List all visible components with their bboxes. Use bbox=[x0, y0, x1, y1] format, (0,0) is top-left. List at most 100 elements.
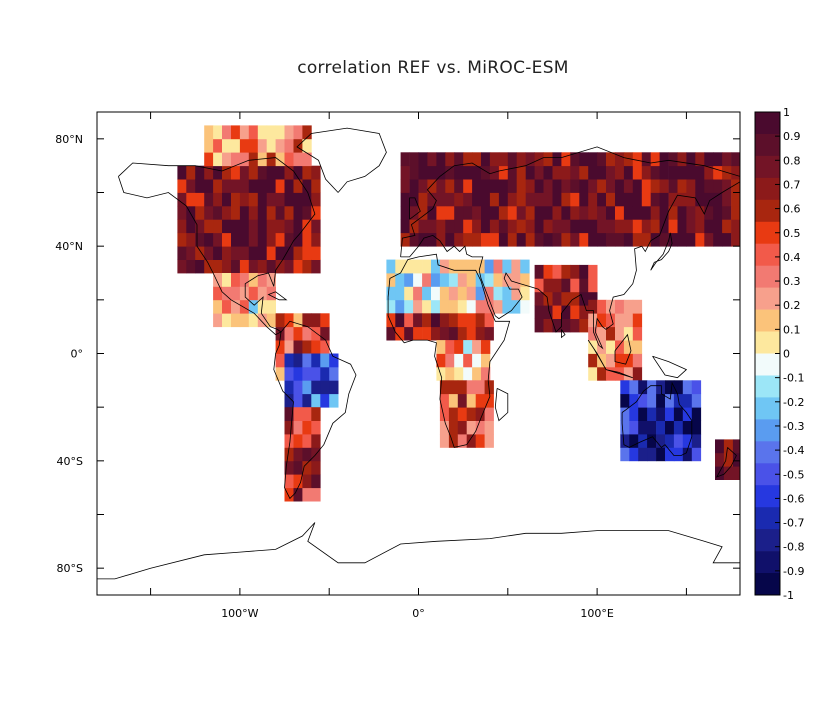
correlation-cell bbox=[257, 246, 268, 260]
correlation-cell bbox=[395, 286, 405, 301]
correlation-cell bbox=[409, 179, 419, 193]
correlation-cell bbox=[498, 192, 509, 207]
correlation-cell bbox=[293, 487, 303, 502]
correlation-cell bbox=[502, 273, 512, 287]
y-tick-label: 40°S bbox=[57, 455, 83, 468]
correlation-cell bbox=[686, 165, 696, 180]
correlation-cell bbox=[570, 291, 580, 306]
correlation-cell bbox=[302, 393, 312, 408]
correlation-cell bbox=[231, 152, 241, 167]
correlation-cell bbox=[552, 179, 562, 193]
correlation-cell bbox=[632, 353, 643, 368]
correlation-cell bbox=[302, 165, 312, 180]
correlation-cell bbox=[186, 205, 196, 220]
correlation-cell bbox=[311, 192, 321, 207]
correlation-cell bbox=[543, 165, 553, 180]
correlation-cell bbox=[284, 192, 294, 207]
colorbar-label: 0.1 bbox=[783, 323, 801, 336]
correlation-cell bbox=[386, 273, 396, 287]
correlation-cell bbox=[579, 179, 589, 193]
correlation-cell bbox=[422, 273, 432, 287]
correlation-cell bbox=[293, 165, 303, 180]
correlation-cell bbox=[570, 305, 580, 319]
correlation-cell bbox=[638, 447, 648, 462]
correlation-cell bbox=[463, 232, 473, 247]
correlation-cell bbox=[231, 286, 241, 301]
correlation-cell bbox=[222, 219, 232, 234]
correlation-cell bbox=[293, 407, 303, 421]
correlation-cell bbox=[213, 259, 223, 274]
correlation-cell bbox=[204, 165, 214, 180]
correlation-cell bbox=[213, 138, 223, 153]
correlation-cell bbox=[534, 219, 544, 234]
correlation-cell bbox=[293, 259, 303, 274]
correlation-cell bbox=[222, 125, 232, 140]
correlation-cell bbox=[231, 232, 241, 247]
correlation-cell bbox=[213, 232, 223, 247]
colorbar-swatch bbox=[755, 177, 780, 201]
colorbar-swatch bbox=[755, 507, 780, 530]
correlation-cell bbox=[257, 138, 268, 153]
correlation-cell bbox=[472, 353, 482, 368]
colorbar-label: -0.9 bbox=[783, 565, 804, 578]
correlation-cell bbox=[231, 125, 241, 140]
correlation-cell bbox=[409, 205, 419, 220]
correlation-cell bbox=[493, 299, 503, 314]
correlation-cell bbox=[454, 152, 464, 167]
correlation-cell bbox=[641, 219, 652, 234]
correlation-cell bbox=[213, 313, 223, 328]
correlation-cell bbox=[395, 313, 405, 328]
colorbar-swatch bbox=[755, 155, 780, 179]
correlation-cell bbox=[668, 192, 678, 207]
correlation-cell bbox=[204, 179, 214, 193]
correlation-cell bbox=[656, 407, 666, 421]
correlation-cell bbox=[507, 192, 518, 207]
correlation-cell bbox=[457, 434, 468, 448]
colorbar-label: 0.2 bbox=[783, 299, 801, 312]
coastline bbox=[561, 329, 566, 339]
correlation-cell bbox=[284, 380, 294, 395]
correlation-cell bbox=[302, 447, 312, 462]
correlation-cell bbox=[293, 205, 303, 220]
correlation-cell bbox=[186, 179, 196, 193]
correlation-cell bbox=[204, 138, 214, 153]
correlation-cell bbox=[311, 407, 321, 421]
correlation-cell bbox=[570, 192, 580, 207]
colorbar-swatch bbox=[755, 551, 780, 574]
correlation-cell bbox=[543, 219, 553, 234]
correlation-cell bbox=[293, 434, 303, 448]
colorbar-label: -0.8 bbox=[783, 541, 804, 554]
correlation-cell bbox=[472, 152, 482, 167]
correlation-cell bbox=[409, 192, 419, 207]
correlation-cell bbox=[257, 165, 268, 180]
correlation-cell bbox=[466, 286, 476, 301]
correlation-cell bbox=[427, 219, 437, 234]
correlation-cell bbox=[257, 259, 268, 274]
correlation-cell bbox=[311, 259, 321, 274]
correlation-cell bbox=[222, 273, 232, 287]
coastline bbox=[273, 320, 357, 500]
correlation-cell bbox=[489, 179, 500, 193]
correlation-cell bbox=[597, 205, 607, 220]
correlation-cell bbox=[543, 305, 553, 319]
correlation-cell bbox=[445, 152, 455, 167]
correlation-cell bbox=[677, 205, 687, 220]
correlation-cell bbox=[436, 205, 446, 220]
correlation-cell bbox=[713, 219, 723, 234]
correlation-cell bbox=[623, 152, 634, 167]
correlation-cell bbox=[481, 192, 491, 207]
correlation-cell bbox=[195, 192, 205, 207]
correlation-cell bbox=[466, 380, 476, 395]
correlation-cell bbox=[659, 219, 669, 234]
correlation-cell bbox=[311, 420, 321, 435]
correlation-cell bbox=[320, 380, 330, 395]
correlation-cell bbox=[659, 205, 669, 220]
correlation-cell bbox=[588, 264, 598, 279]
correlation-cell bbox=[511, 299, 521, 314]
colorbar-swatch bbox=[755, 375, 780, 398]
correlation-cell bbox=[534, 305, 544, 319]
correlation-cell bbox=[597, 353, 607, 368]
chart-title: correlation REF vs. MiROC-ESM bbox=[297, 58, 569, 78]
correlation-cell bbox=[222, 152, 232, 167]
correlation-cell bbox=[302, 407, 312, 421]
